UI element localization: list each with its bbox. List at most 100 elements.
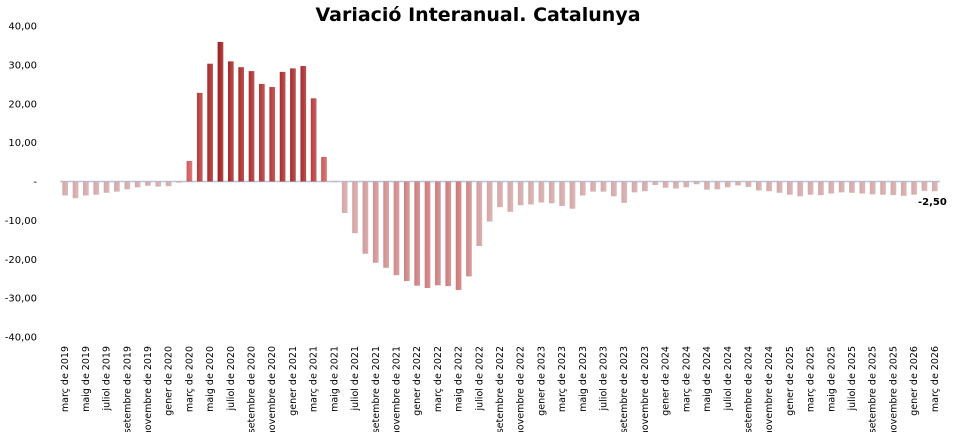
bar bbox=[321, 157, 327, 182]
x-tick-label: gener de 2026 bbox=[909, 346, 920, 416]
x-tick-label: setembre de 2022 bbox=[495, 346, 506, 432]
bar bbox=[372, 181, 379, 263]
bar bbox=[362, 181, 369, 254]
bar bbox=[393, 181, 400, 276]
bar bbox=[227, 61, 234, 182]
bar bbox=[403, 181, 410, 282]
x-tick-label: març de 2019 bbox=[60, 346, 71, 412]
x-tick-label: març de 2026 bbox=[930, 346, 941, 412]
y-tick-label: -40,00 bbox=[5, 333, 37, 344]
bar bbox=[869, 181, 876, 195]
bar bbox=[724, 181, 731, 188]
bar bbox=[269, 87, 276, 182]
bar bbox=[93, 181, 100, 195]
bar bbox=[797, 181, 804, 197]
bar bbox=[300, 66, 307, 182]
bar bbox=[62, 181, 69, 196]
bar bbox=[476, 181, 483, 247]
bar bbox=[445, 181, 452, 287]
bar bbox=[497, 181, 503, 208]
x-tick-label: març de 2023 bbox=[557, 346, 568, 412]
x-tick-label: novembre de 2019 bbox=[143, 346, 154, 432]
bar bbox=[165, 181, 172, 187]
x-tick-label: novembre de 2022 bbox=[516, 346, 527, 432]
x-tick-label: maig de 2019 bbox=[81, 346, 92, 412]
bar bbox=[673, 181, 679, 189]
bar bbox=[341, 181, 348, 213]
bar bbox=[776, 181, 783, 193]
bar bbox=[248, 71, 255, 182]
bar bbox=[931, 181, 938, 192]
y-tick-label: 10,00 bbox=[8, 138, 37, 149]
bar bbox=[600, 181, 607, 192]
x-tick-label: maig de 2025 bbox=[826, 346, 837, 412]
bar bbox=[145, 181, 151, 186]
x-tick-label: novembre de 2024 bbox=[764, 346, 775, 432]
x-tick-label: gener de 2023 bbox=[536, 346, 547, 416]
bar bbox=[310, 98, 317, 182]
bar bbox=[455, 181, 462, 290]
bar bbox=[590, 181, 597, 192]
bar bbox=[890, 181, 897, 196]
bar bbox=[704, 181, 710, 190]
bar bbox=[735, 181, 741, 186]
bar bbox=[424, 181, 431, 289]
x-tick-label: juliol de 2021 bbox=[350, 346, 361, 411]
x-tick-label: setembre de 2025 bbox=[868, 346, 879, 432]
bar bbox=[548, 181, 555, 204]
bar bbox=[352, 181, 358, 234]
bar bbox=[72, 181, 79, 199]
x-tick-label: maig de 2024 bbox=[702, 346, 713, 412]
bar bbox=[621, 181, 628, 203]
y-tick-label: -10,00 bbox=[5, 216, 37, 227]
x-tick-label: juliol de 2022 bbox=[474, 346, 485, 411]
bar bbox=[486, 181, 493, 222]
bar bbox=[745, 181, 752, 187]
bar bbox=[507, 181, 514, 212]
bar bbox=[176, 181, 182, 183]
bar bbox=[435, 181, 441, 286]
x-tick-label: gener de 2020 bbox=[164, 346, 175, 416]
bar bbox=[818, 181, 824, 196]
data-label: -2,50 bbox=[918, 197, 947, 208]
bar bbox=[911, 181, 917, 195]
x-tick-label: maig de 2020 bbox=[205, 346, 216, 412]
x-tick-label: març de 2025 bbox=[806, 346, 817, 412]
bar bbox=[662, 181, 669, 188]
bar bbox=[155, 181, 162, 187]
chart-title: Variació Interanual. Catalunya bbox=[315, 4, 641, 26]
bar bbox=[652, 181, 659, 185]
bar bbox=[414, 181, 421, 286]
x-tick-label: juliol de 2020 bbox=[226, 346, 237, 411]
x-tick-label: març de 2024 bbox=[681, 346, 692, 412]
x-tick-label: març de 2021 bbox=[309, 346, 320, 412]
x-tick-label: setembre de 2021 bbox=[371, 346, 382, 432]
bar bbox=[83, 181, 89, 196]
bar bbox=[114, 181, 120, 192]
bar bbox=[921, 181, 928, 191]
bar bbox=[828, 181, 835, 194]
bar bbox=[766, 181, 773, 192]
bar bbox=[714, 181, 721, 190]
bar bbox=[559, 181, 565, 206]
x-tick-label: setembre de 2023 bbox=[619, 346, 630, 432]
bar bbox=[259, 83, 265, 182]
x-tick-label: març de 2020 bbox=[184, 346, 195, 412]
bar bbox=[787, 181, 793, 195]
bar bbox=[217, 41, 224, 182]
x-tick-label: setembre de 2020 bbox=[247, 346, 258, 432]
y-tick-label: - bbox=[33, 177, 37, 188]
x-tick-label: gener de 2025 bbox=[785, 346, 796, 416]
bar bbox=[528, 181, 534, 205]
x-tick-label: novembre de 2025 bbox=[888, 346, 899, 432]
x-tick-label: juliol de 2023 bbox=[599, 346, 610, 411]
bar bbox=[807, 181, 814, 195]
x-tick-label: gener de 2024 bbox=[661, 346, 672, 416]
bar bbox=[538, 181, 545, 203]
y-tick-label: 20,00 bbox=[8, 99, 37, 110]
x-tick-label: novembre de 2023 bbox=[640, 346, 651, 432]
bar bbox=[900, 181, 907, 196]
bar bbox=[838, 181, 845, 193]
x-tick-label: gener de 2022 bbox=[412, 346, 423, 416]
